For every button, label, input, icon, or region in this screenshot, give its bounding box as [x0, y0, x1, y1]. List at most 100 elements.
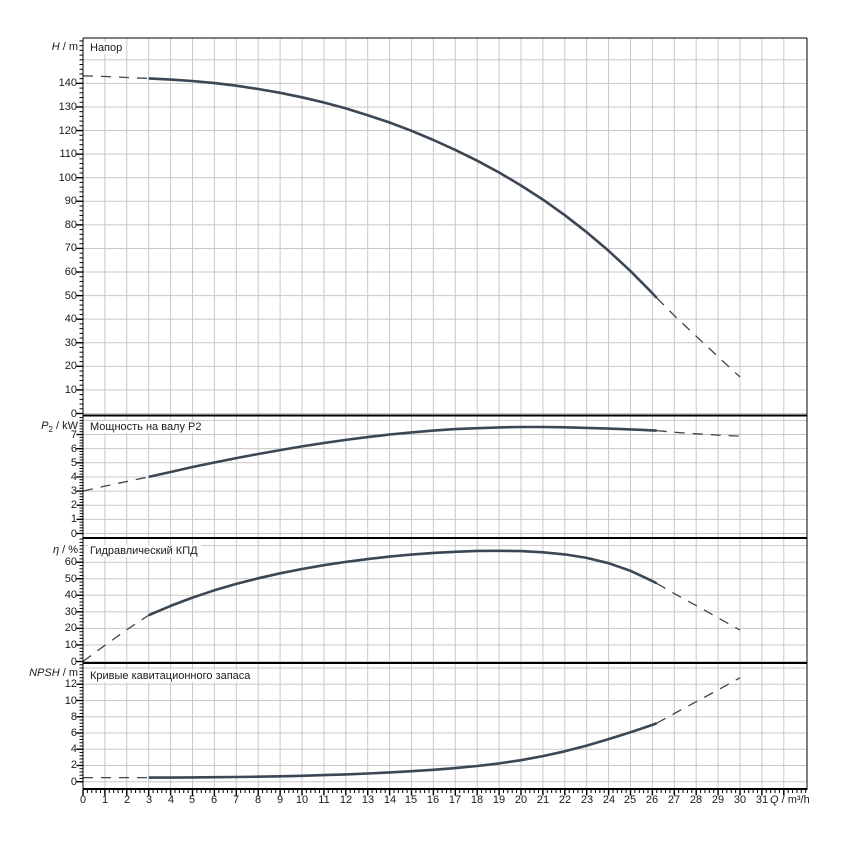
y-tick-label: 12 — [64, 678, 77, 690]
y-axis-name-power: P2 / kW — [6, 420, 78, 434]
y-tick-label: 10 — [64, 695, 77, 707]
head-curve — [82, 75, 741, 378]
y-axis-symbol: P — [41, 420, 49, 432]
y-tick-label: 30 — [64, 606, 77, 618]
x-tick-label: 4 — [167, 794, 175, 806]
y-tick-label: 6 — [70, 727, 77, 739]
x-tick-label: 19 — [492, 794, 506, 806]
y-axis-name-efficiency: η / % — [6, 544, 78, 556]
x-tick-label: 2 — [123, 794, 131, 806]
y-tick-label: 80 — [64, 219, 77, 231]
panel-title-head: Напор — [88, 42, 126, 54]
x-tick-label: 6 — [210, 794, 218, 806]
y-tick-label: 7 — [70, 429, 77, 441]
x-tick-label: 29 — [711, 794, 725, 806]
power-curve-above-max-flow — [656, 429, 741, 437]
y-axis-name-head: H / m — [6, 41, 78, 53]
y-tick-label: 5 — [70, 457, 77, 469]
x-tick-label: 24 — [602, 794, 616, 806]
y-tick-label: 100 — [58, 172, 77, 184]
y-ticks — [76, 40, 83, 783]
y-tick-label: 2 — [70, 499, 77, 511]
power-curve — [82, 425, 741, 492]
x-ticks — [82, 790, 807, 796]
npsh-curve-main — [148, 721, 658, 779]
power-curve-below-min-flow — [82, 476, 149, 492]
panel-title-power: Мощность на валу P2 — [88, 421, 205, 433]
y-tick-label: 4 — [70, 743, 77, 755]
x-axis-symbol: Q — [770, 794, 779, 806]
panel-title-npsh: Кривые кавитационного запаса — [88, 670, 254, 682]
x-tick-label: 10 — [295, 794, 309, 806]
x-tick-label: 18 — [470, 794, 484, 806]
x-tick-label: 22 — [558, 794, 572, 806]
y-tick-label: 0 — [70, 408, 77, 420]
y-tick-label: 50 — [64, 573, 77, 585]
efficiency-curve-below-min-flow — [82, 614, 150, 663]
x-tick-label: 1 — [101, 794, 109, 806]
y-tick-label: 8 — [70, 711, 77, 723]
x-tick-label: 0 — [79, 794, 87, 806]
x-tick-label: 21 — [536, 794, 550, 806]
x-tick-label: 26 — [645, 794, 659, 806]
y-tick-label: 20 — [64, 622, 77, 634]
y-tick-label: 2 — [70, 759, 77, 771]
y-tick-label: 30 — [64, 337, 77, 349]
y-axis-name-npsh: NPSH / m — [6, 667, 78, 679]
y-axis-symbol: η — [52, 544, 60, 556]
x-tick-label: 8 — [254, 794, 262, 806]
y-tick-label: 90 — [64, 195, 77, 207]
x-tick-label: 15 — [404, 794, 418, 806]
y-tick-label: 3 — [70, 485, 77, 497]
y-axis-symbol: NPSH — [29, 667, 60, 679]
efficiency-curve — [82, 549, 741, 663]
y-tick-label: 110 — [59, 148, 77, 160]
efficiency-curve-above-max-flow — [656, 582, 741, 631]
y-tick-label: 70 — [64, 242, 77, 254]
x-tick-label: 12 — [339, 794, 353, 806]
x-tick-label: 13 — [361, 794, 375, 806]
head-curve-below-min-flow — [82, 75, 149, 80]
head-curve-above-max-flow — [656, 297, 741, 378]
y-tick-label: 130 — [58, 101, 77, 113]
efficiency-curve-main — [148, 549, 658, 617]
x-tick-label: 31 — [755, 794, 769, 806]
y-tick-label: 60 — [64, 556, 77, 568]
y-tick-label: 120 — [58, 125, 77, 137]
x-tick-label: 20 — [514, 794, 528, 806]
y-tick-label: 20 — [64, 360, 77, 372]
x-tick-label: 7 — [232, 794, 240, 806]
x-tick-label: 3 — [145, 794, 153, 806]
x-tick-label: 17 — [448, 794, 462, 806]
x-tick-label: 16 — [426, 794, 440, 806]
x-tick-label: 23 — [580, 794, 594, 806]
x-axis-name: Q / m³/h — [770, 794, 810, 806]
y-tick-label: 1 — [70, 513, 77, 525]
y-tick-label: 0 — [70, 656, 77, 668]
npsh-curve-above-max-flow — [656, 677, 741, 724]
y-tick-label: 40 — [64, 313, 77, 325]
grid-horizontal — [83, 59, 807, 783]
x-tick-label: 27 — [667, 794, 681, 806]
y-tick-label: 10 — [64, 639, 77, 651]
y-tick-label: 60 — [64, 266, 77, 278]
npsh-curve — [83, 677, 741, 779]
x-tick-label: 25 — [623, 794, 637, 806]
power-curve-main — [148, 425, 657, 479]
x-tick-label: 9 — [276, 794, 284, 806]
y-axis-symbol: H — [51, 41, 60, 53]
y-tick-label: 6 — [70, 443, 77, 455]
x-tick-label: 28 — [689, 794, 703, 806]
y-tick-label: 4 — [70, 471, 77, 483]
y-tick-label: 40 — [64, 589, 77, 601]
y-tick-label: 0 — [70, 776, 77, 788]
y-tick-label: 140 — [58, 77, 77, 89]
x-tick-label: 11 — [318, 794, 330, 806]
y-tick-label: 0 — [70, 528, 77, 540]
y-tick-label: 10 — [64, 384, 77, 396]
plot-frame — [82, 37, 808, 790]
x-tick-label: 5 — [188, 794, 196, 806]
head-curve-main — [148, 77, 658, 299]
